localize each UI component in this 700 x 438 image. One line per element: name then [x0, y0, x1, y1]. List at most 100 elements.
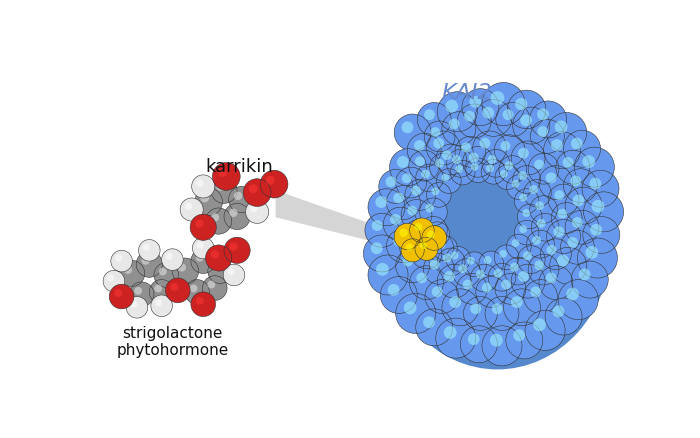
Circle shape — [496, 103, 530, 137]
Circle shape — [435, 159, 444, 168]
Circle shape — [388, 284, 400, 296]
Circle shape — [476, 270, 485, 279]
Circle shape — [419, 198, 447, 226]
Circle shape — [456, 274, 487, 304]
Circle shape — [149, 280, 174, 304]
Circle shape — [372, 221, 382, 231]
Text: strigolactone
phytohormone: strigolactone phytohormone — [116, 325, 228, 357]
Circle shape — [185, 280, 209, 304]
Circle shape — [546, 173, 556, 184]
Circle shape — [482, 108, 494, 120]
Circle shape — [368, 189, 405, 226]
Circle shape — [425, 223, 434, 231]
Circle shape — [450, 161, 475, 185]
Circle shape — [455, 166, 463, 173]
Circle shape — [192, 176, 215, 198]
Circle shape — [424, 254, 454, 285]
Circle shape — [466, 159, 491, 183]
Circle shape — [180, 198, 203, 222]
Circle shape — [468, 333, 480, 345]
Circle shape — [432, 287, 442, 297]
Circle shape — [528, 254, 559, 285]
Circle shape — [503, 289, 540, 326]
Circle shape — [572, 218, 582, 228]
Circle shape — [512, 180, 519, 188]
Circle shape — [386, 186, 420, 220]
Circle shape — [207, 281, 216, 289]
Circle shape — [424, 122, 455, 152]
Circle shape — [103, 271, 125, 292]
Circle shape — [551, 140, 563, 152]
Circle shape — [565, 211, 599, 244]
Circle shape — [490, 334, 503, 347]
Circle shape — [195, 220, 204, 228]
Circle shape — [134, 287, 142, 295]
Circle shape — [585, 247, 598, 259]
Circle shape — [401, 200, 432, 231]
Circle shape — [548, 185, 579, 215]
Circle shape — [438, 241, 445, 249]
Circle shape — [191, 249, 216, 274]
Circle shape — [196, 180, 204, 187]
Circle shape — [419, 242, 427, 250]
Circle shape — [416, 273, 427, 284]
Circle shape — [536, 202, 544, 211]
Circle shape — [141, 257, 150, 265]
Circle shape — [552, 203, 582, 234]
Circle shape — [537, 109, 549, 121]
Circle shape — [463, 147, 494, 178]
Circle shape — [567, 237, 578, 248]
Circle shape — [211, 214, 219, 222]
Circle shape — [416, 309, 453, 346]
Circle shape — [552, 306, 564, 318]
Circle shape — [224, 204, 250, 230]
Circle shape — [488, 264, 516, 291]
Circle shape — [229, 209, 237, 218]
Circle shape — [185, 203, 192, 211]
Circle shape — [571, 261, 608, 298]
Circle shape — [426, 132, 461, 166]
Circle shape — [458, 265, 467, 274]
Circle shape — [115, 255, 122, 262]
Circle shape — [402, 174, 412, 184]
Circle shape — [170, 283, 178, 291]
Circle shape — [403, 220, 434, 251]
Circle shape — [190, 215, 216, 241]
Circle shape — [464, 112, 475, 122]
Circle shape — [380, 277, 417, 314]
Circle shape — [476, 277, 507, 307]
Circle shape — [211, 178, 237, 204]
Circle shape — [510, 263, 519, 272]
Circle shape — [368, 255, 408, 295]
Circle shape — [154, 263, 178, 288]
Circle shape — [419, 217, 447, 244]
Circle shape — [425, 280, 459, 314]
Circle shape — [531, 214, 559, 241]
Circle shape — [499, 250, 507, 258]
Circle shape — [492, 304, 503, 314]
Circle shape — [500, 141, 510, 152]
Circle shape — [195, 188, 223, 216]
Circle shape — [211, 251, 219, 259]
Circle shape — [482, 326, 522, 366]
Circle shape — [234, 192, 242, 201]
Circle shape — [425, 204, 434, 213]
Circle shape — [438, 92, 477, 132]
Circle shape — [386, 229, 420, 263]
Circle shape — [401, 239, 424, 262]
Circle shape — [469, 97, 481, 109]
Text: karrikin: karrikin — [206, 157, 273, 175]
Circle shape — [574, 148, 615, 188]
Circle shape — [411, 238, 442, 269]
Circle shape — [520, 115, 532, 127]
Circle shape — [154, 285, 162, 293]
Circle shape — [467, 257, 475, 265]
Circle shape — [566, 288, 579, 301]
Polygon shape — [276, 191, 389, 246]
Circle shape — [107, 275, 114, 282]
Circle shape — [178, 264, 186, 272]
Circle shape — [444, 326, 456, 339]
Circle shape — [442, 174, 449, 182]
Circle shape — [384, 208, 417, 241]
Circle shape — [400, 229, 408, 237]
